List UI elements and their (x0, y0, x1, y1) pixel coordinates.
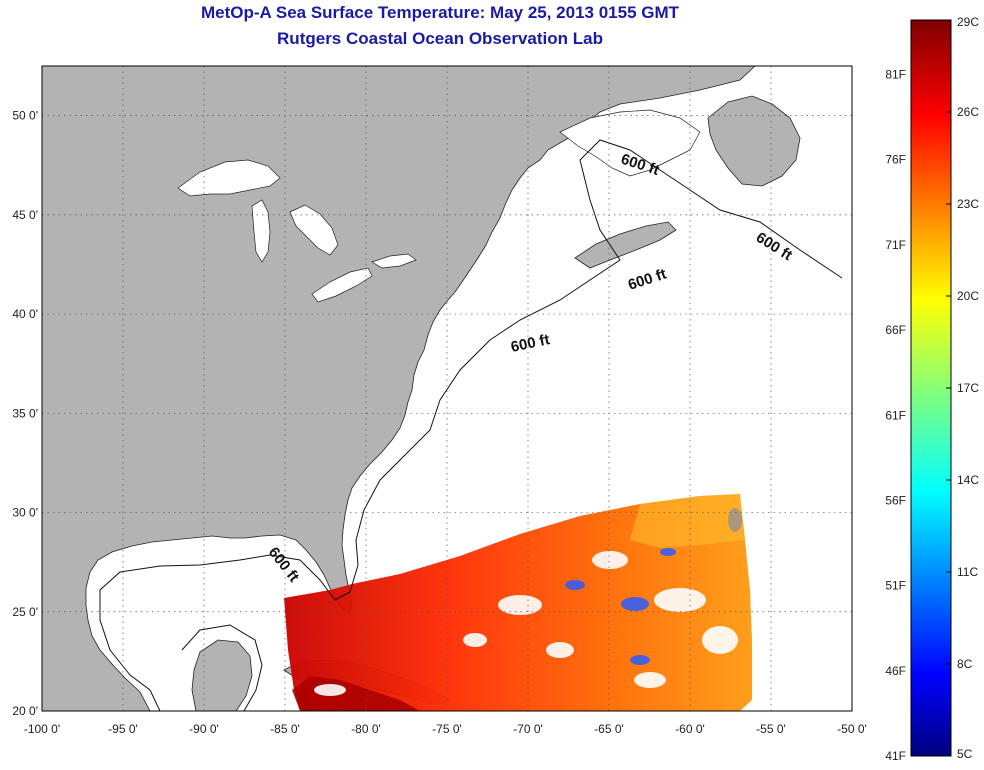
gulf-st-lawrence (559, 109, 701, 177)
colorbar-fahrenheit-label: 61F (885, 408, 906, 422)
colorbar-fahrenheit-label: 46F (885, 664, 906, 678)
x-tick-label: -85 0' (270, 722, 300, 736)
lake-ontario (371, 253, 417, 269)
colorbar-fahrenheit-label: 76F (885, 153, 906, 167)
colorbar-celsius-label: 8C (957, 657, 973, 671)
colorbar-fahrenheit-label: 66F (885, 323, 906, 337)
x-tick-labels: -100 0' -95 0' -90 0' -85 0' -80 0' -75 0' -70… (24, 722, 867, 736)
colorbar-celsius-label: 20C (957, 289, 979, 303)
x-tick-label: -80 0' (351, 722, 381, 736)
lake-michigan (251, 199, 271, 263)
y-tick-label: 50 0' (12, 109, 38, 123)
x-tick-label: -75 0' (432, 722, 462, 736)
colorbar-celsius-label: 26C (957, 105, 979, 119)
colorbar-fahrenheit-label: 41F (885, 749, 906, 763)
colorbar-celsius-label: 29C (957, 15, 979, 29)
colorbar-celsius-label: 23C (957, 197, 979, 211)
land-nova-scotia (574, 221, 677, 269)
colorbar-celsius-label: 11C (957, 565, 978, 579)
colorbar-fahrenheit-label: 71F (885, 238, 906, 252)
lake-superior (177, 159, 281, 197)
colorbar-fahrenheit-label: 81F (885, 68, 906, 82)
colorbar-fahrenheit-label: 56F (885, 493, 906, 507)
x-tick-label: -60 0' (675, 722, 705, 736)
y-tick-label: 25 0' (12, 605, 38, 619)
colorbar-fahrenheit-label: 51F (885, 579, 906, 593)
colorbar-celsius-labels: 29C 26C 23C 20C 17C 14C 11C 8C 5C (946, 15, 979, 761)
map-subtitle: Rutgers Coastal Ocean Observation Lab (277, 29, 603, 48)
x-tick-label: -50 0' (837, 722, 867, 736)
lake-erie (311, 267, 373, 303)
x-tick-label: -55 0' (756, 722, 786, 736)
land-yucatan (191, 639, 253, 711)
x-tick-label: -90 0' (189, 722, 219, 736)
colorbar (910, 19, 952, 757)
y-tick-label: 20 0' (12, 704, 38, 718)
x-tick-label: -95 0' (108, 722, 138, 736)
y-tick-labels: 20 0' 25 0' 30 0' 35 0' 40 0' 45 0' 50 0' (12, 109, 38, 718)
isobath-loop-yucatan (181, 624, 263, 711)
map-title: MetOp-A Sea Surface Temperature: May 25,… (200, 3, 680, 22)
y-tick-label: 30 0' (12, 506, 38, 520)
sst-east-edge (630, 494, 744, 548)
lake-huron (289, 204, 339, 256)
y-tick-label: 40 0' (12, 307, 38, 321)
colorbar-celsius-label: 5C (957, 747, 973, 761)
x-tick-label: -100 0' (24, 722, 60, 736)
x-tick-label: -65 0' (594, 722, 624, 736)
cloud-gaps (314, 551, 738, 696)
land-north-america (42, 66, 756, 711)
plot-frame (41, 65, 853, 712)
colorbar-celsius-label: 14C (957, 473, 979, 487)
colorbar-fahrenheit-labels: 81F 76F 71F 66F 61F 56F 51F 46F 41F (885, 68, 906, 763)
y-tick-label: 45 0' (12, 208, 38, 222)
colorbar-celsius-label: 17C (957, 381, 979, 395)
isobath-600ft (99, 139, 843, 711)
land-newfoundland (707, 95, 801, 187)
y-tick-label: 35 0' (12, 406, 38, 420)
x-tick-label: -70 0' (513, 722, 543, 736)
